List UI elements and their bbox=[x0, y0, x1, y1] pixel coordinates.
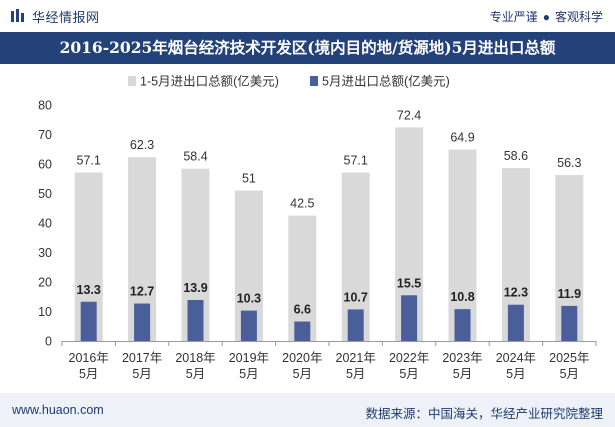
bar-may bbox=[294, 321, 311, 341]
brand: 华经情报网 bbox=[10, 7, 100, 25]
data-label-may: 12.3 bbox=[504, 286, 528, 300]
data-label-total: 64.9 bbox=[450, 131, 474, 145]
y-axis: 0 10 20 30 40 50 60 70 80 bbox=[38, 99, 52, 349]
slogan: 专业严谨 ● 客观科学 bbox=[490, 8, 603, 25]
data-label-total: 57.1 bbox=[77, 154, 101, 168]
bar-may bbox=[240, 310, 257, 341]
chart-title: 2016-2025年烟台经济技术开发区(境内目的地/货源地)5月进出口总额 bbox=[0, 32, 615, 64]
x-tick-label: 2025年 5月 bbox=[549, 351, 589, 381]
data-label-may: 12.7 bbox=[130, 285, 154, 299]
data-label-total: 56.3 bbox=[557, 156, 581, 170]
brand-logo-icon bbox=[11, 9, 24, 22]
data-label-total: 58.6 bbox=[504, 149, 528, 163]
x-axis: 2016年 5月 2017年 5月 2018年 5月 2019年 5月 2020年 5月 2021年… bbox=[61, 341, 597, 381]
x-tick-label: 2021年 5月 bbox=[336, 351, 376, 381]
y-tick-label: 70 bbox=[38, 128, 52, 142]
bar-may bbox=[561, 305, 578, 341]
y-tick-label: 0 bbox=[45, 335, 52, 349]
brand-name: 华经情报网 bbox=[32, 9, 100, 25]
data-label-total: 62.3 bbox=[130, 138, 154, 152]
data-label-may: 13.9 bbox=[183, 281, 207, 295]
x-tick-label: 2022年 5月 bbox=[389, 351, 429, 381]
data-label-may: 6.6 bbox=[294, 303, 311, 317]
bar-may bbox=[187, 299, 204, 341]
slogan-separator: ● bbox=[542, 10, 550, 24]
data-label-total: 42.5 bbox=[290, 197, 314, 211]
slogan-right: 客观科学 bbox=[554, 10, 603, 24]
legend: 1-5月进出口总额(亿美元) 5月进出口总额(亿美元) bbox=[128, 74, 450, 89]
slogan-left: 专业严谨 bbox=[489, 10, 538, 24]
footer: www.huaon.com 数据来源：中国海关，华经产业研究院整理 bbox=[0, 393, 615, 427]
legend-swatch-2 bbox=[310, 76, 318, 86]
top-bar: 华经情报网 专业严谨 ● 客观科学 bbox=[0, 0, 615, 32]
legend-label-1: 1-5月进出口总额(亿美元) bbox=[140, 74, 279, 89]
data-label-may: 10.3 bbox=[237, 292, 261, 306]
x-tick-label: 2017年 5月 bbox=[122, 351, 162, 381]
x-tick-label: 2018年 5月 bbox=[175, 351, 215, 381]
legend-label-2: 5月进出口总额(亿美元) bbox=[322, 74, 450, 89]
x-tick-label: 2020年 5月 bbox=[282, 351, 322, 381]
bar-may bbox=[454, 309, 471, 341]
bar-total bbox=[288, 215, 317, 341]
x-tick-label: 2023年 5月 bbox=[442, 351, 482, 381]
chart: 1-5月进出口总额(亿美元) 5月进出口总额(亿美元) 0 10 20 30 40 50 60… bbox=[38, 74, 597, 381]
data-label-may: 11.9 bbox=[557, 287, 581, 301]
data-label-may: 10.8 bbox=[450, 290, 474, 304]
data-label-total: 58.4 bbox=[183, 150, 207, 164]
y-tick-label: 40 bbox=[38, 217, 52, 231]
y-tick-label: 30 bbox=[38, 246, 52, 260]
bar-total bbox=[448, 149, 477, 341]
bars: 57.1 13.3 62.3 12.7 58.4 13.9 51 10.3 42.5 6.6 57.… bbox=[74, 108, 584, 341]
data-label-may: 13.3 bbox=[77, 283, 101, 297]
x-tick-label: 2024年 5月 bbox=[496, 351, 536, 381]
data-label-may: 10.7 bbox=[344, 290, 368, 304]
footer-source: 数据来源：中国海关，华经产业研究院整理 bbox=[365, 407, 603, 421]
legend-swatch-1 bbox=[128, 76, 136, 86]
data-label-may: 15.5 bbox=[397, 276, 421, 290]
data-label-total: 51 bbox=[242, 172, 256, 186]
y-tick-label: 20 bbox=[38, 276, 52, 290]
footer-website: www.huaon.com bbox=[12, 403, 104, 417]
x-tick-label: 2016年 5月 bbox=[69, 351, 109, 381]
x-tick-label: 2019年 5月 bbox=[229, 351, 269, 381]
y-tick-label: 10 bbox=[38, 305, 52, 319]
bar-may bbox=[401, 295, 418, 341]
bar-may bbox=[134, 303, 151, 341]
data-label-total: 72.4 bbox=[397, 108, 421, 122]
data-label-total: 57.1 bbox=[344, 154, 368, 168]
y-tick-label: 50 bbox=[38, 187, 52, 201]
bar-may bbox=[347, 309, 364, 341]
y-tick-label: 60 bbox=[38, 158, 52, 172]
bar-may bbox=[507, 304, 524, 341]
y-tick-label: 80 bbox=[38, 99, 52, 113]
bar-may bbox=[80, 301, 97, 341]
